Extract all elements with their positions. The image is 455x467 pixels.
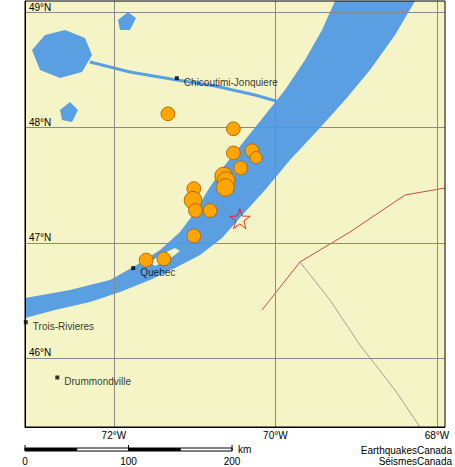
svg-text:68°W: 68°W <box>425 430 450 441</box>
svg-text:48°N: 48°N <box>29 117 51 128</box>
svg-text:100: 100 <box>120 456 137 467</box>
svg-text:Trois-Rivieres: Trois-Rivieres <box>33 321 94 332</box>
svg-text:200: 200 <box>224 456 241 467</box>
svg-text:72°W: 72°W <box>102 430 127 441</box>
svg-text:SéismesCanada: SéismesCanada <box>379 456 453 467</box>
svg-text:49°N: 49°N <box>29 2 51 13</box>
svg-text:Chicoutimi-Jonquiere: Chicoutimi-Jonquiere <box>184 77 278 88</box>
svg-text:70°W: 70°W <box>263 430 288 441</box>
svg-text:46°N: 46°N <box>29 347 51 358</box>
svg-text:km: km <box>238 444 251 455</box>
svg-text:Drummondville: Drummondville <box>64 376 131 387</box>
svg-text:0: 0 <box>22 456 28 467</box>
svg-text:Quebec: Quebec <box>140 267 175 278</box>
svg-text:EarthquakesCanada: EarthquakesCanada <box>361 445 453 456</box>
svg-text:47°N: 47°N <box>29 232 51 243</box>
